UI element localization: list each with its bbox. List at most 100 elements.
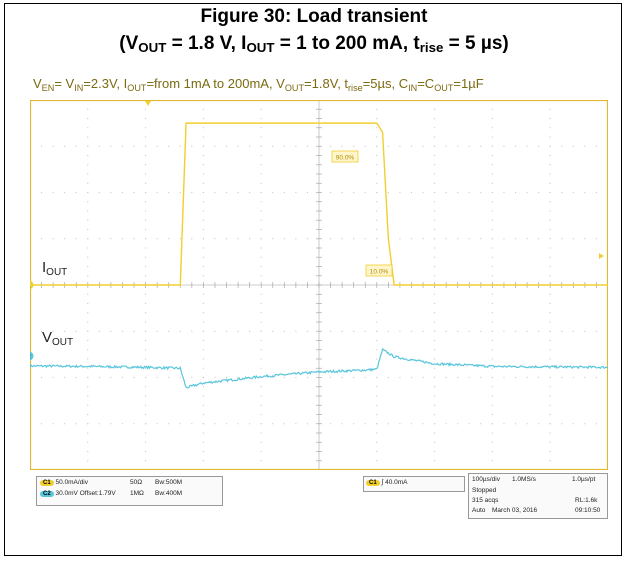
grid-dot: [260, 247, 262, 249]
grid-dot: [376, 108, 378, 110]
grid-dot: [145, 173, 147, 175]
grid-dot: [445, 238, 447, 240]
grid-dot: [353, 376, 355, 379]
grid-dot: [503, 145, 505, 147]
grid-dot: [491, 275, 493, 277]
grid-dot: [468, 191, 470, 194]
grid-dot: [584, 330, 586, 332]
grid-dot: [434, 108, 436, 110]
grid-dot: [295, 238, 297, 240]
grid-dot: [260, 413, 262, 416]
grid-dot: [434, 460, 436, 462]
grid-dot: [341, 423, 343, 425]
grid-dot: [98, 191, 100, 194]
grid-dot: [376, 136, 378, 138]
figure-subtitle: (VOUT = 1.8 V, IOUT = 1 to 200 mA, trise…: [119, 33, 509, 55]
grid-dot: [468, 376, 470, 379]
grid-dot: [549, 367, 551, 369]
grid-dot: [260, 210, 262, 212]
grid-dot: [538, 423, 540, 425]
grid-dot: [538, 330, 540, 332]
grid-dot: [202, 339, 204, 342]
grid-dot: [399, 238, 401, 240]
grid-dot: [87, 108, 89, 110]
grid-dot: [491, 386, 493, 388]
grid-dot: [399, 376, 401, 379]
grid-dot: [376, 256, 378, 258]
grid-dot: [214, 145, 216, 147]
grid-dot: [329, 145, 332, 147]
grid-dot: [40, 191, 43, 194]
cursor-10-label-box: [365, 264, 393, 277]
grid-dot: [491, 404, 493, 406]
figure-title: Figure 30: Load transient: [200, 6, 428, 27]
grid-dot: [526, 330, 528, 332]
grid-dot: [168, 238, 170, 240]
grid-dot: [260, 265, 262, 268]
grid-dot: [202, 256, 204, 258]
grid-dot: [87, 330, 89, 332]
grid-dot: [341, 145, 343, 147]
grid-dot: [549, 219, 551, 221]
grid-dot: [353, 191, 355, 194]
grid-dot: [376, 117, 378, 120]
grid-dot: [145, 247, 147, 249]
grid-dot: [75, 376, 77, 379]
grid-dot: [202, 404, 204, 406]
grid-dot: [145, 321, 147, 323]
ch2-impedance: 1MΩ: [130, 490, 144, 497]
grid-dot: [491, 450, 493, 453]
grid-dot: [156, 238, 158, 240]
grid-dot: [434, 432, 436, 434]
grid-dot: [87, 413, 89, 416]
grid-dot: [514, 145, 517, 147]
grid-dot: [549, 376, 551, 379]
grid-dot: [329, 376, 332, 379]
timebase-div: 100µs/div: [472, 476, 500, 483]
ch1-chip-row: C1 50.0mA/div: [40, 479, 88, 486]
grid-dot: [121, 423, 124, 425]
grid-dot: [549, 228, 551, 231]
grid-dot: [549, 265, 551, 268]
grid-dot: [434, 339, 436, 342]
grid-dot: [434, 450, 436, 453]
grid-dot: [376, 386, 378, 388]
grid-dot: [538, 376, 540, 379]
grid-dot: [434, 441, 436, 443]
figure-frame: [4, 3, 622, 556]
grid-dot: [445, 376, 447, 379]
grid-dot: [87, 154, 89, 157]
grid-dot: [457, 376, 459, 379]
grid-dot: [249, 238, 251, 240]
grid-dot: [145, 154, 147, 157]
grid-dot: [584, 238, 586, 240]
grid-dot: [87, 432, 89, 434]
grid-dot: [434, 330, 436, 332]
grid-dot: [87, 404, 89, 406]
cursor-90-label-box: [331, 150, 359, 163]
ch2-bw: Bw:400M: [155, 490, 183, 497]
grid-dot: [145, 210, 147, 212]
grid-dot: [145, 358, 147, 360]
grid-dot: [434, 302, 436, 305]
grid-dot: [145, 256, 147, 258]
grid-dot: [202, 145, 204, 147]
grid-dot: [491, 164, 493, 166]
grid-dot: [133, 145, 135, 147]
grid-dot: [387, 145, 389, 147]
grid-dot: [145, 423, 147, 425]
grid-dot: [202, 210, 204, 212]
grid-dot: [445, 145, 447, 147]
grid-dot: [341, 191, 343, 194]
timebase-info-box: [468, 473, 608, 519]
grid-dot: [87, 358, 89, 360]
grid-dot: [549, 386, 551, 388]
grid-dot: [376, 376, 378, 379]
grid-dot: [260, 321, 262, 323]
grid-dot: [561, 191, 563, 194]
grid-dot: [584, 376, 586, 379]
grid-dot: [87, 238, 89, 240]
ch1-scale: 50.0mA/div: [55, 479, 89, 486]
grid-dot: [353, 238, 355, 240]
ch2-scale: 30.0mV: [55, 490, 78, 497]
